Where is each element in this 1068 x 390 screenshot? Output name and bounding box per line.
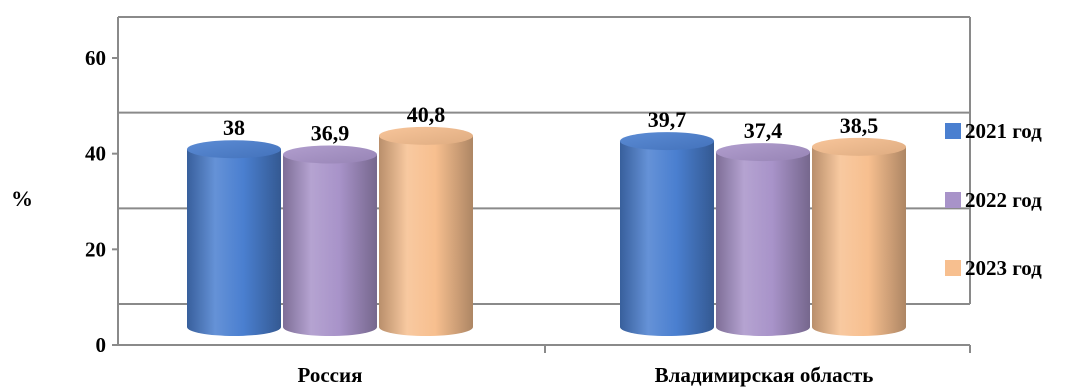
bars	[187, 126, 906, 336]
value-label: 39,7	[648, 107, 687, 132]
legend-label: 2021 год	[965, 119, 1042, 143]
y-tick-label: 20	[85, 237, 106, 261]
value-label: 40,8	[407, 102, 446, 127]
y-tick-label: 40	[85, 142, 106, 166]
y-tick-label: 60	[85, 46, 106, 70]
legend: 2021 год 2022 год 2023 год	[945, 119, 1042, 280]
bar	[283, 145, 377, 336]
legend-label: 2023 год	[965, 256, 1042, 280]
value-label: 37,4	[744, 118, 783, 143]
legend-swatch	[945, 192, 961, 208]
value-labels: 38 39,7 36,9 37,4 40,8 38,5	[223, 102, 878, 146]
bar	[716, 143, 810, 336]
legend-label: 2022 год	[965, 188, 1042, 212]
bar	[620, 132, 714, 336]
y-axis-label: %	[11, 186, 33, 211]
x-axis: Россия Владимирская область	[118, 344, 971, 387]
value-label: 36,9	[311, 120, 350, 145]
x-category-label: Россия	[298, 363, 363, 387]
x-category-label: Владимирская область	[655, 363, 874, 387]
legend-swatch	[945, 123, 961, 139]
bar	[187, 140, 281, 336]
value-label: 38	[223, 115, 245, 140]
y-tick-label: 0	[96, 333, 107, 357]
bar	[379, 126, 473, 336]
bar	[812, 137, 906, 336]
y-axis: 0 20 40 60%	[11, 46, 119, 357]
value-label: 38,5	[840, 113, 879, 138]
legend-swatch	[945, 260, 961, 276]
